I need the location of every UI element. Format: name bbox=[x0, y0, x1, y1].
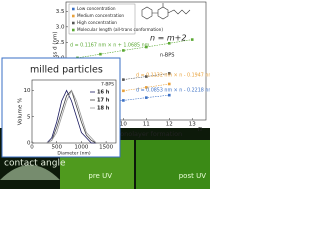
x-tick-label: 13 bbox=[189, 122, 196, 128]
x-tick-label: 500 bbox=[51, 145, 62, 151]
y-tick-label: 3.0 bbox=[56, 24, 65, 30]
annotation: n-BPS bbox=[160, 53, 174, 59]
annotation: d = 0.1132 nm × n - 0.1947 nm bbox=[136, 73, 210, 79]
data-point bbox=[145, 86, 148, 89]
data-point bbox=[167, 42, 171, 45]
data-point bbox=[167, 93, 171, 97]
x-tick-label: 10 bbox=[120, 122, 127, 128]
data-point bbox=[122, 89, 125, 93]
legend-swatch bbox=[72, 7, 75, 11]
series-line bbox=[77, 39, 193, 59]
photo-label: pre UV bbox=[88, 172, 112, 180]
data-point bbox=[122, 78, 125, 81]
inset-subtitle: 7-BPS bbox=[101, 82, 114, 88]
legend-swatch bbox=[72, 14, 75, 18]
annotation: monolayer formation bbox=[114, 130, 182, 138]
y-tick-label: 0 bbox=[27, 141, 31, 147]
x-axis-label: Diameter (nm) bbox=[57, 151, 90, 157]
y-tick-label: 10 bbox=[24, 88, 31, 94]
x-axis-label: n bbox=[198, 125, 202, 133]
x-tick-label: 1000 bbox=[74, 145, 88, 151]
inset-title: milled particles bbox=[30, 65, 103, 76]
inset-frame bbox=[1, 57, 121, 158]
data-point bbox=[167, 82, 171, 86]
legend-label: Molecular length (all-trans conformation… bbox=[77, 27, 163, 32]
legend-box bbox=[68, 3, 136, 35]
legend-swatch bbox=[72, 28, 75, 32]
y-tick-label: 3.5 bbox=[56, 9, 65, 15]
particle-inset: milled particles 0 5 10 0 500 1000 1500 7-BPS Vol… bbox=[1, 57, 121, 158]
data-point bbox=[190, 38, 194, 41]
data-point bbox=[122, 99, 125, 102]
plot-frame bbox=[31, 79, 117, 144]
x-tick-label: 1500 bbox=[99, 145, 113, 151]
legend-swatch bbox=[72, 21, 75, 25]
series-line bbox=[46, 89, 97, 144]
x-tick-label: 11 bbox=[143, 122, 150, 128]
data-point bbox=[99, 52, 102, 56]
y-tick-label: 2.5 bbox=[56, 40, 65, 46]
photo-label: post UV bbox=[179, 172, 206, 180]
data-point bbox=[122, 49, 125, 52]
droplet bbox=[0, 165, 60, 180]
x-tick-label: 0 bbox=[30, 145, 34, 151]
legend-label: High concentration bbox=[77, 20, 117, 25]
y-tick-label: 5 bbox=[27, 114, 31, 120]
annotation: d = 0.1167 nm × n + 1.0685 nm bbox=[70, 43, 150, 49]
annotation: d = 0.0853 nm × n - 0.2218 nm bbox=[136, 88, 210, 94]
series-line bbox=[100, 94, 170, 104]
data-point bbox=[145, 75, 148, 78]
data-point bbox=[145, 45, 148, 49]
legend-label: 18 h bbox=[97, 106, 110, 112]
legend-label: Medium concentration bbox=[77, 13, 124, 18]
data-point bbox=[167, 72, 171, 75]
figure: contact angle pre UV post UV 0.51.01.52.… bbox=[0, 1, 210, 189]
legend-label: 16 h bbox=[97, 90, 110, 96]
photo-post-uv bbox=[136, 140, 210, 189]
data-point bbox=[145, 96, 148, 99]
series-line bbox=[46, 89, 97, 144]
legend-label: 17 h bbox=[97, 98, 110, 104]
photo-label: contact angle bbox=[4, 159, 66, 169]
molecule bbox=[141, 3, 191, 20]
x-tick-label: 12 bbox=[166, 122, 173, 128]
legend-label: Low concentration bbox=[77, 6, 116, 11]
y-axis-label: Volume % bbox=[18, 98, 24, 125]
annotation: n = m+2 bbox=[150, 34, 186, 43]
